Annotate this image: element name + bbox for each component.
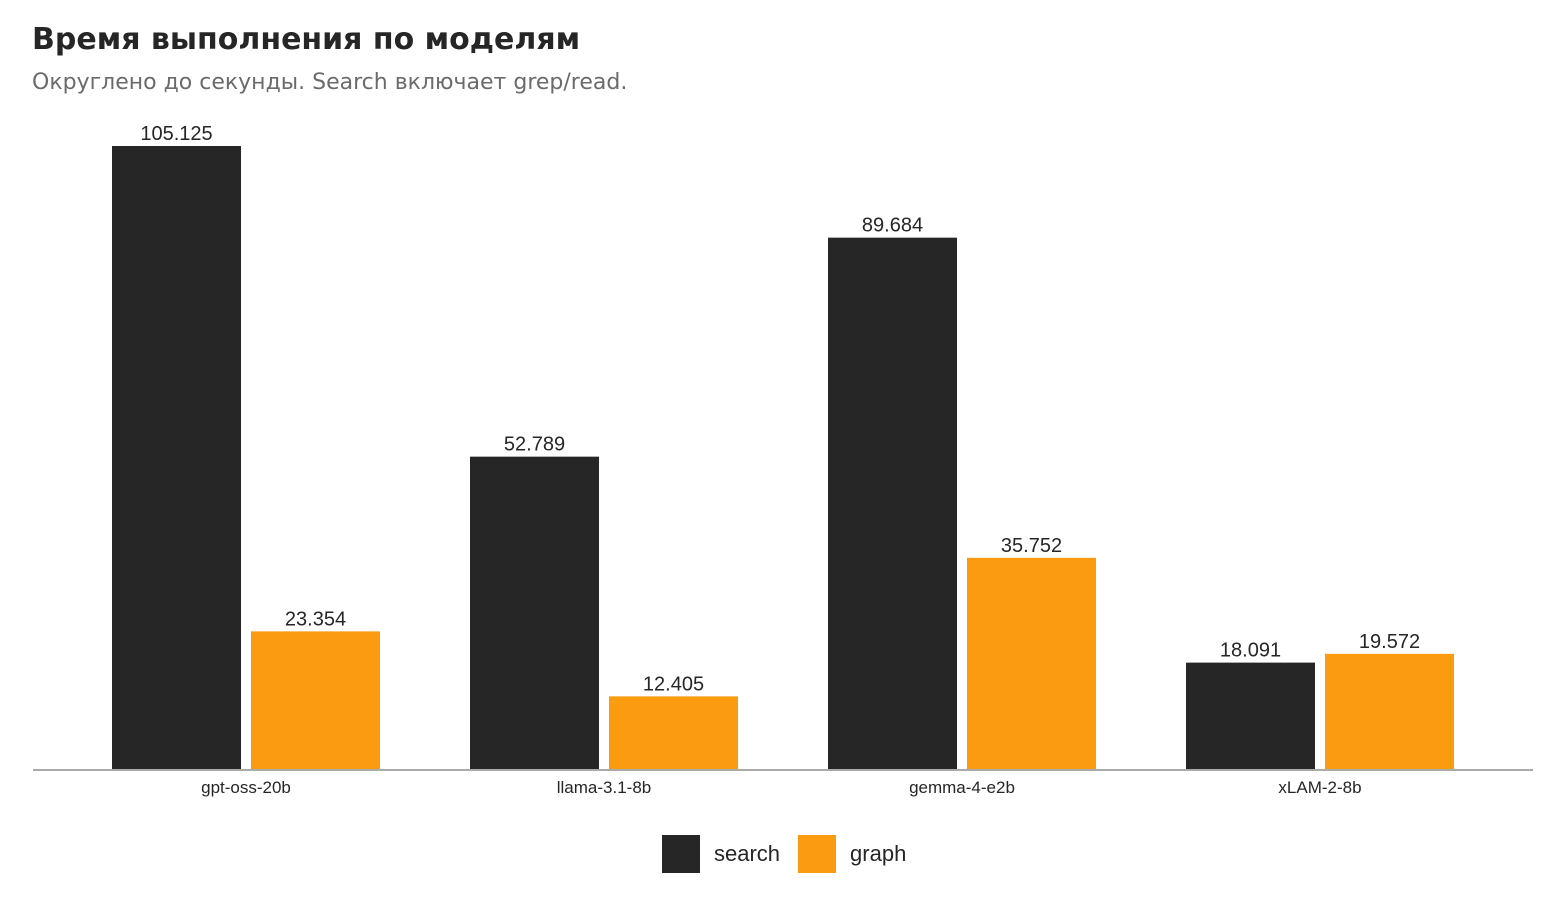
x-tick-label-gpt-oss-20b: gpt-oss-20b <box>201 778 291 797</box>
bar-graph-gpt-oss-20b <box>251 631 380 770</box>
data-label-graph-gpt-oss-20b: 23.354 <box>285 608 346 630</box>
data-label-search-gemma-4-e2b: 89.684 <box>862 215 923 237</box>
legend-swatch-search <box>662 835 700 873</box>
x-tick-label-gemma-4-e2b: gemma-4-e2b <box>909 778 1015 797</box>
bar-graph-llama-3.1-8b <box>609 696 738 770</box>
x-tick-label-llama-3.1-8b: llama-3.1-8b <box>557 778 652 797</box>
bar-graph-gemma-4-e2b <box>967 557 1096 770</box>
bar-search-llama-3.1-8b <box>470 456 599 770</box>
legend-item-search[interactable]: search <box>662 835 780 873</box>
chart-title: Время выполнения по моделям <box>32 22 581 57</box>
data-label-graph-gemma-4-e2b: 35.752 <box>1001 535 1062 557</box>
data-label-search-llama-3.1-8b: 52.789 <box>504 434 565 456</box>
bar-graph-xLAM-2-8b <box>1325 653 1454 770</box>
data-label-graph-llama-3.1-8b: 12.405 <box>643 673 704 695</box>
data-label-search-xLAM-2-8b: 18.091 <box>1220 640 1281 662</box>
bar-search-gemma-4-e2b <box>828 237 957 770</box>
legend-label-graph: graph <box>850 841 907 866</box>
bar-search-xLAM-2-8b <box>1186 662 1315 770</box>
legend: search graph <box>662 835 924 873</box>
data-label-search-gpt-oss-20b: 105.125 <box>140 123 212 145</box>
x-tick-label-xLAM-2-8b: xLAM-2-8b <box>1278 778 1361 797</box>
data-label-graph-xLAM-2-8b: 19.572 <box>1359 631 1420 653</box>
bar-search-gpt-oss-20b <box>112 146 241 770</box>
legend-item-graph[interactable]: graph <box>798 835 906 873</box>
chart-subtitle: Округлено до секунды. Search включает gr… <box>32 70 628 95</box>
legend-swatch-graph <box>798 835 837 873</box>
legend-label-search: search <box>714 841 781 866</box>
